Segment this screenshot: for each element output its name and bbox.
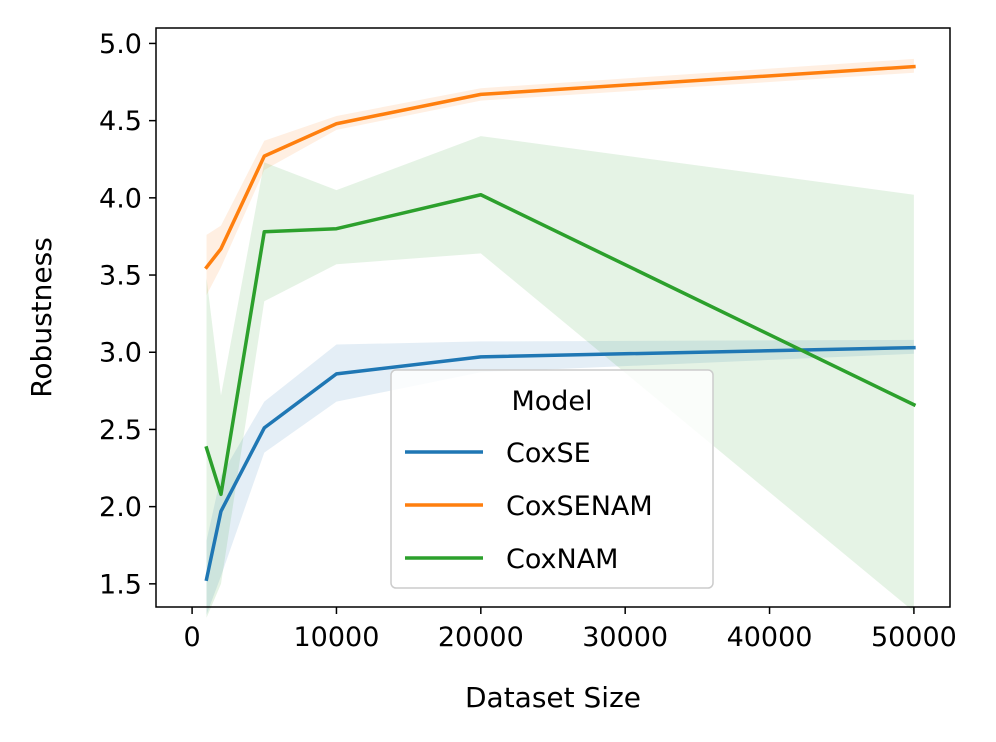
y-tick-label: 4.0 [99,183,142,214]
series-line-coxse [204,345,916,582]
legend-label-coxsenam: CoxSENAM [506,491,653,522]
x-tick-label: 30000 [582,622,668,653]
legend-box [390,369,714,589]
legend-label-coxnam: CoxNAM [506,544,618,575]
confidence-bands [206,58,914,618]
legend-label-coxse: CoxSE [506,438,591,469]
y-tick-label: 2.0 [99,492,142,523]
legend-title: Model [511,386,592,417]
y-tick-label: 4.5 [99,106,142,137]
y-tick-label: 5.0 [99,29,142,60]
y-tick-label: 2.5 [99,415,142,446]
x-axis-label: Dataset Size [465,681,641,714]
y-tick-label: 3.0 [99,338,142,369]
plot-area-frame [155,27,951,608]
x-tick-label: 0 [183,622,200,653]
y-axis-label: Robustness [25,237,58,398]
series-line-coxnam [204,193,917,497]
legend: Model CoxSE CoxSENAM CoxNAM [390,369,714,589]
y-axis: 1.5 2.0 2.5 3.0 3.5 4.0 4.5 5.0 [99,29,156,600]
x-tick-label: 10000 [294,622,380,653]
series-lines [204,64,917,582]
y-tick-label: 3.5 [99,261,142,292]
legend-items: CoxSE CoxSENAM CoxNAM [405,438,653,575]
x-tick-label: 20000 [438,622,524,653]
x-axis: 0 10000 20000 30000 40000 50000 [183,607,957,653]
confidence-band-coxnam [206,136,914,618]
x-tick-label: 50000 [871,622,957,653]
series-line-coxsenam [204,64,916,270]
y-tick-label: 1.5 [99,569,142,600]
confidence-band-coxsenam [206,58,914,296]
x-tick-label: 40000 [727,622,813,653]
